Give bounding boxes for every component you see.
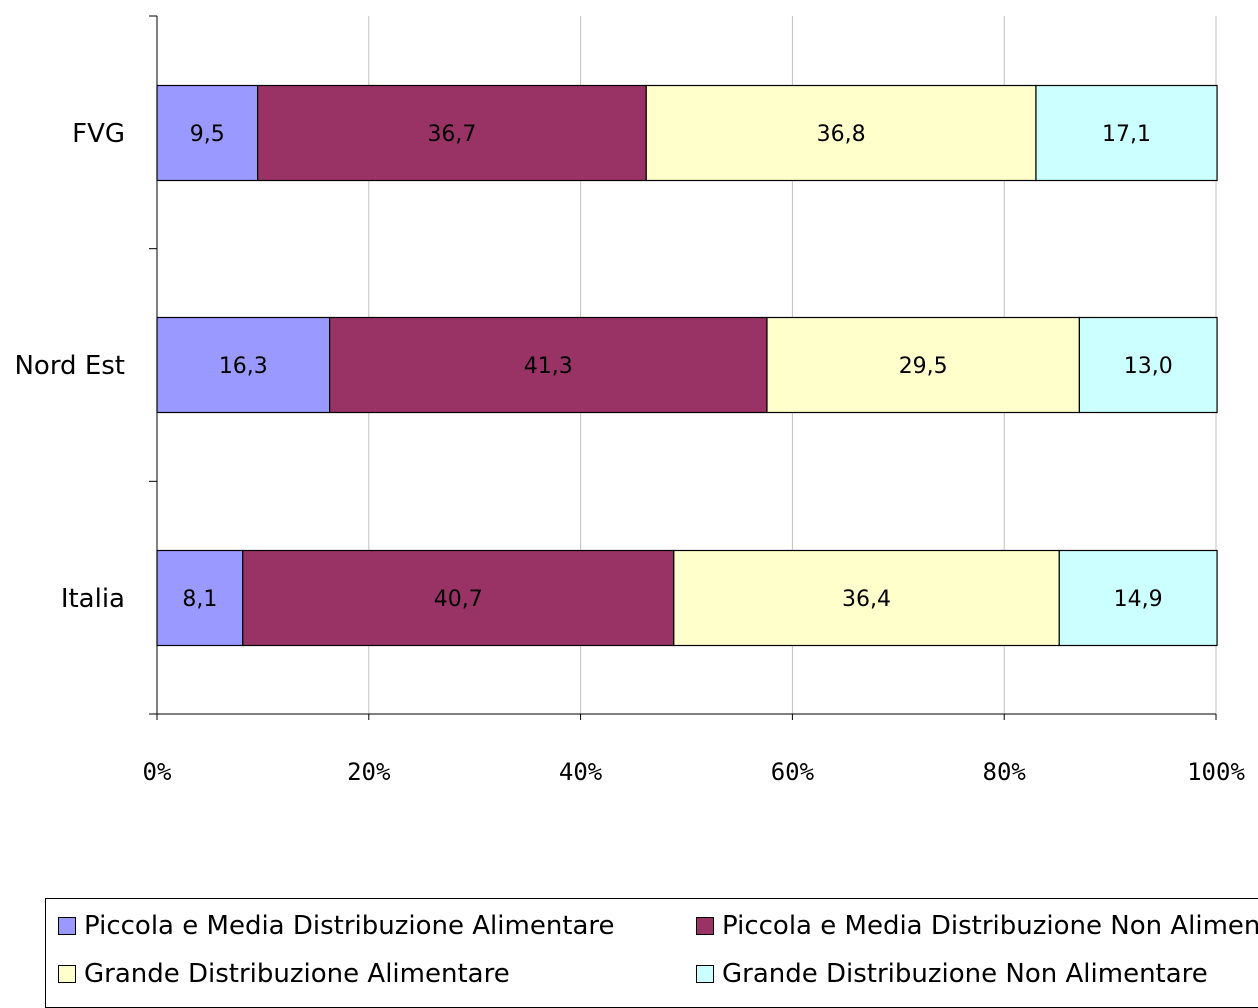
bar-segment xyxy=(257,84,647,182)
category-label: Italia xyxy=(61,584,125,614)
data-label: 36,8 xyxy=(817,122,866,147)
bars: 9,5 36,7 36,8 17,1 16,3 41,3 29,5 13,0 8,1 40,7 36… xyxy=(156,84,1218,647)
bar-segment xyxy=(1058,549,1218,647)
x-tick-label: 40% xyxy=(559,758,603,786)
category-labels: FVG Nord Est Italia xyxy=(14,119,125,614)
legend-item: Grande Distribuzione Non Alimentare xyxy=(696,959,1208,989)
bar-segment xyxy=(766,316,1080,414)
bar-segment xyxy=(242,549,675,647)
bar-segment xyxy=(1078,316,1218,414)
x-tick-label: 80% xyxy=(983,758,1027,786)
data-label: 36,7 xyxy=(427,122,476,147)
legend: Piccola e Media Distribuzione Alimentare… xyxy=(45,898,1258,1008)
legend-label: Grande Distribuzione Alimentare xyxy=(84,959,510,989)
legend-label: Piccola e Media Distribuzione Non Alimen… xyxy=(722,911,1258,941)
bar-segment xyxy=(156,316,331,414)
legend-swatch xyxy=(58,917,76,935)
bar-segment xyxy=(156,549,244,647)
category-label: Nord Est xyxy=(14,351,125,381)
tick-labels: 0% 20% 40% 60% 80% 100% xyxy=(143,758,1246,786)
bar-segment xyxy=(645,84,1037,182)
data-label: 8,1 xyxy=(182,587,217,612)
axes xyxy=(149,15,1217,720)
legend-swatch xyxy=(696,965,714,983)
legend-item: Grande Distribuzione Alimentare xyxy=(58,959,510,989)
x-tick-label: 20% xyxy=(347,758,391,786)
legend-item: Piccola e Media Distribuzione Alimentare xyxy=(58,911,615,941)
data-label: 16,3 xyxy=(219,354,268,379)
data-label: 14,9 xyxy=(1114,587,1163,612)
x-tick-label: 0% xyxy=(143,758,172,786)
legend-swatch xyxy=(696,917,714,935)
category-label: FVG xyxy=(72,119,125,149)
data-label: 40,7 xyxy=(434,587,483,612)
legend-label: Piccola e Media Distribuzione Alimentare xyxy=(84,911,615,941)
data-label: 41,3 xyxy=(524,354,573,379)
legend-label: Grande Distribuzione Non Alimentare xyxy=(722,959,1208,989)
bar-segment xyxy=(329,316,768,414)
data-label: 36,4 xyxy=(842,587,891,612)
bar-segment xyxy=(1035,84,1218,182)
data-label: 29,5 xyxy=(899,354,948,379)
x-tick-label: 100% xyxy=(1187,758,1245,786)
x-tick-label: 60% xyxy=(771,758,815,786)
legend-swatch xyxy=(58,965,76,983)
data-label: 9,5 xyxy=(190,122,225,147)
legend-item: Piccola e Media Distribuzione Non Alimen… xyxy=(696,911,1258,941)
data-label: 13,0 xyxy=(1124,354,1173,379)
bar-segment xyxy=(673,549,1060,647)
bar-segment xyxy=(156,84,259,182)
data-label: 17,1 xyxy=(1102,122,1151,147)
